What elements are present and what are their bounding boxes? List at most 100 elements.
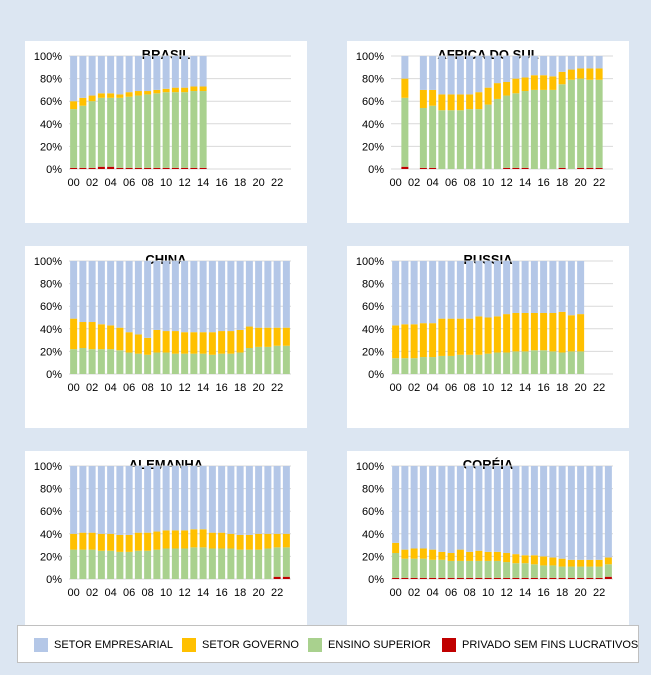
x-tick-label: 10 bbox=[482, 587, 494, 599]
bar-governo-16 bbox=[540, 75, 548, 90]
bar-ensino-12 bbox=[503, 562, 511, 578]
bar-privado-04 bbox=[107, 166, 115, 169]
bar-ensino-02 bbox=[88, 349, 96, 374]
bar-ensino-14 bbox=[199, 547, 207, 579]
bar-privado-22 bbox=[273, 576, 281, 579]
bar-empresarial-06 bbox=[125, 56, 133, 93]
x-tick-label: 16 bbox=[538, 382, 550, 394]
x-tick-label: 10 bbox=[160, 382, 172, 394]
bar-ensino-13 bbox=[190, 91, 198, 168]
bar-empresarial-23 bbox=[282, 261, 290, 328]
bar-empresarial-11 bbox=[493, 466, 501, 552]
x-tick-label: 02 bbox=[408, 382, 420, 394]
bar-privado-15 bbox=[530, 577, 538, 579]
bar-empresarial-02 bbox=[88, 466, 96, 533]
bar-privado-00 bbox=[70, 167, 78, 169]
bar-empresarial-04 bbox=[429, 466, 437, 550]
bar-governo-19 bbox=[567, 69, 575, 80]
bar-empresarial-20 bbox=[577, 466, 585, 560]
bar-empresarial-03 bbox=[419, 466, 427, 549]
x-tick-label: 14 bbox=[197, 177, 209, 189]
legend-label-governo: SETOR GOVERNO bbox=[202, 639, 299, 651]
bar-privado-21 bbox=[586, 577, 594, 579]
bar-ensino-05 bbox=[116, 97, 124, 168]
bar-ensino-15 bbox=[208, 354, 216, 374]
bar-ensino-16 bbox=[218, 353, 226, 374]
bar-empresarial-13 bbox=[190, 466, 198, 530]
bar-ensino-08 bbox=[144, 94, 152, 168]
bar-privado-14 bbox=[199, 167, 207, 169]
y-tick-label: 20% bbox=[40, 551, 62, 563]
bar-empresarial-11 bbox=[493, 56, 501, 84]
bar-empresarial-04 bbox=[107, 261, 115, 326]
bar-empresarial-06 bbox=[125, 261, 133, 333]
bar-governo-16 bbox=[218, 331, 226, 354]
y-tick-label: 0% bbox=[46, 164, 62, 176]
bar-governo-01 bbox=[401, 324, 409, 359]
bar-empresarial-19 bbox=[245, 466, 253, 535]
bar-empresarial-01 bbox=[401, 261, 409, 325]
bar-empresarial-15 bbox=[208, 466, 216, 533]
x-tick-label: 12 bbox=[179, 177, 191, 189]
bar-privado-06 bbox=[447, 577, 455, 579]
bar-privado-06 bbox=[125, 167, 133, 169]
bar-empresarial-01 bbox=[79, 466, 87, 533]
legend-swatch-governo bbox=[182, 638, 196, 652]
x-tick-label: 10 bbox=[160, 177, 172, 189]
bar-empresarial-14 bbox=[521, 261, 529, 313]
bar-governo-21 bbox=[264, 533, 272, 549]
bar-empresarial-22 bbox=[595, 56, 603, 69]
bar-ensino-03 bbox=[97, 349, 105, 374]
bar-governo-05 bbox=[116, 534, 124, 552]
x-tick-label: 20 bbox=[253, 587, 265, 599]
bar-ensino-20 bbox=[255, 346, 263, 374]
y-tick-label: 60% bbox=[362, 506, 384, 518]
bar-ensino-01 bbox=[79, 105, 87, 168]
bar-empresarial-03 bbox=[419, 261, 427, 324]
bar-ensino-08 bbox=[466, 109, 474, 169]
bar-ensino-14 bbox=[199, 91, 207, 168]
bar-empresarial-07 bbox=[134, 56, 142, 92]
bar-governo-17 bbox=[549, 76, 557, 90]
bar-ensino-21 bbox=[264, 346, 272, 374]
bar-governo-15 bbox=[208, 532, 216, 549]
bar-empresarial-07 bbox=[456, 56, 464, 95]
bar-governo-16 bbox=[540, 556, 548, 566]
bar-empresarial-18 bbox=[236, 261, 244, 330]
bar-governo-02 bbox=[410, 324, 418, 359]
bar-ensino-05 bbox=[116, 350, 124, 374]
x-tick-label: 18 bbox=[556, 382, 568, 394]
bar-empresarial-10 bbox=[484, 261, 492, 318]
bar-ensino-12 bbox=[503, 95, 511, 168]
bar-empresarial-03 bbox=[97, 261, 105, 325]
bar-privado-10 bbox=[162, 167, 170, 169]
x-tick-label: 02 bbox=[408, 177, 420, 189]
x-tick-label: 08 bbox=[464, 587, 476, 599]
bar-privado-18 bbox=[558, 577, 566, 579]
bar-empresarial-09 bbox=[475, 56, 483, 93]
bar-empresarial-06 bbox=[447, 466, 455, 554]
bar-governo-13 bbox=[190, 529, 198, 548]
y-tick-label: 40% bbox=[40, 529, 62, 541]
bar-ensino-18 bbox=[558, 84, 566, 168]
bar-privado-23 bbox=[604, 576, 612, 579]
bar-governo-20 bbox=[255, 327, 263, 347]
bar-governo-10 bbox=[484, 551, 492, 561]
bar-privado-17 bbox=[549, 577, 557, 579]
bar-ensino-14 bbox=[199, 353, 207, 374]
x-tick-label: 14 bbox=[197, 382, 209, 394]
bar-governo-02 bbox=[88, 95, 96, 102]
bar-ensino-17 bbox=[549, 89, 557, 169]
bar-privado-00 bbox=[392, 577, 400, 579]
bar-governo-18 bbox=[558, 311, 566, 353]
bar-governo-12 bbox=[503, 553, 511, 563]
bar-governo-15 bbox=[530, 312, 538, 351]
bar-empresarial-14 bbox=[521, 466, 529, 556]
chart-panel-russia: RUSSIA 0% 20% 40% 60% 80% 100% 00 02 04 06 08 10 12 14… bbox=[347, 246, 629, 428]
bar-ensino-11 bbox=[171, 548, 179, 579]
bar-empresarial-06 bbox=[447, 261, 455, 319]
bar-ensino-03 bbox=[419, 357, 427, 374]
bar-ensino-12 bbox=[503, 352, 511, 374]
bar-empresarial-09 bbox=[153, 466, 161, 532]
chart-panel-alemanha: ALEMANHA 0% 20% 40% 60% 80% 100% 00 02 04 06 08 10 12… bbox=[25, 451, 307, 633]
